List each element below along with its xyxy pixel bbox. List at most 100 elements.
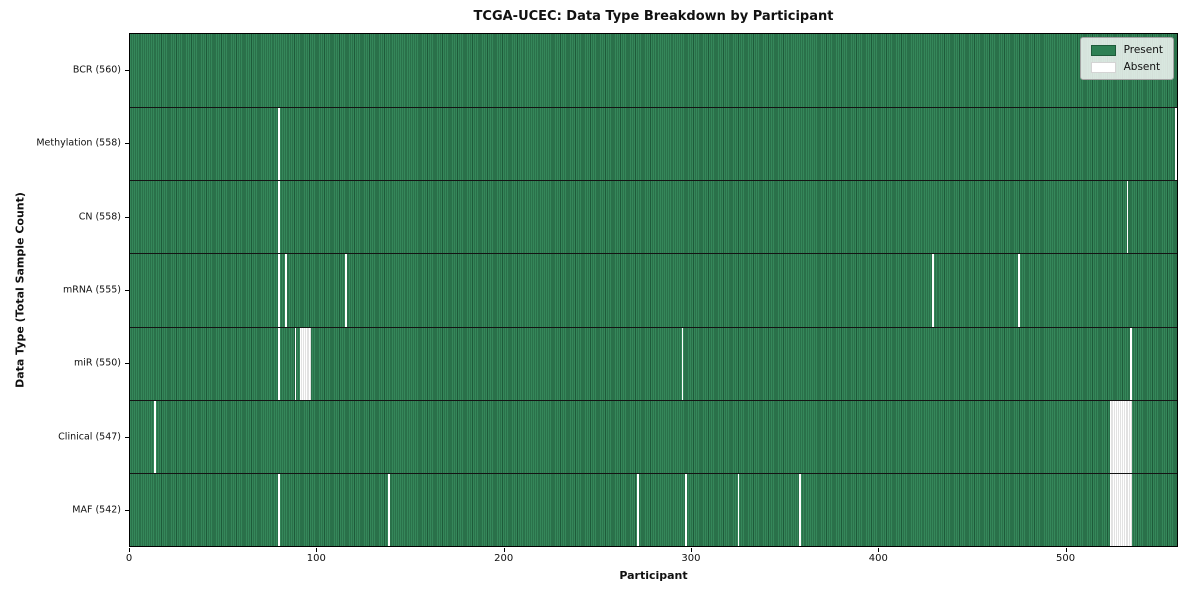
absent-mark bbox=[277, 107, 280, 181]
absent-mark bbox=[285, 253, 288, 327]
legend-entry-absent: Absent bbox=[1090, 61, 1163, 73]
y-tick-mark bbox=[125, 69, 129, 71]
x-tick-mark bbox=[1065, 548, 1067, 552]
absent-mark bbox=[799, 472, 802, 546]
row-miR bbox=[130, 326, 1177, 400]
absent-mark bbox=[1018, 253, 1020, 327]
x-tick-label: 200 bbox=[494, 553, 514, 564]
y-tick-label: miR (550) bbox=[73, 357, 121, 369]
absent-mark bbox=[1126, 472, 1129, 546]
row-mRNA bbox=[130, 253, 1177, 327]
x-tick-mark bbox=[129, 548, 130, 552]
x-tick-label: 400 bbox=[868, 553, 888, 564]
y-tick-label: mRNA (555) bbox=[62, 284, 121, 296]
absent-mark bbox=[294, 326, 297, 400]
absent-mark bbox=[1109, 399, 1112, 473]
row-divider bbox=[130, 107, 1177, 109]
absent-mark bbox=[1117, 472, 1120, 546]
x-tick-mark bbox=[503, 548, 505, 552]
absent-mark bbox=[1111, 399, 1114, 473]
absent-mark bbox=[737, 472, 740, 546]
absent-mark bbox=[1126, 180, 1129, 254]
y-tick-mark bbox=[125, 290, 129, 291]
absent-mark bbox=[1130, 472, 1133, 546]
absent-mark bbox=[1124, 399, 1127, 473]
absent-mark bbox=[388, 472, 390, 546]
absent-mark bbox=[1113, 472, 1116, 546]
absent-mark bbox=[277, 253, 280, 327]
absent-mark bbox=[1109, 472, 1112, 546]
absent-mark bbox=[685, 472, 688, 546]
absent-mark bbox=[1128, 399, 1131, 473]
absent-mark bbox=[1115, 399, 1118, 473]
y-tick-mark bbox=[125, 143, 129, 145]
legend-absent-label: Absent bbox=[1123, 61, 1161, 73]
absent-mark bbox=[302, 326, 304, 400]
absent-mark bbox=[300, 326, 302, 400]
x-tick-label: 500 bbox=[1056, 553, 1076, 564]
absent-mark bbox=[1115, 472, 1118, 546]
absent-mark bbox=[1120, 399, 1123, 473]
absent-mark bbox=[1126, 399, 1129, 473]
row-divider bbox=[130, 399, 1177, 401]
row-divider bbox=[130, 253, 1177, 255]
row-CN bbox=[130, 180, 1177, 254]
plot-area bbox=[129, 33, 1178, 547]
absent-mark bbox=[1113, 399, 1116, 473]
absent-mark bbox=[277, 326, 280, 400]
y-tick-mark bbox=[125, 363, 129, 365]
y-tick-mark bbox=[125, 510, 129, 512]
y-tick-mark bbox=[125, 436, 129, 438]
x-tick-mark bbox=[690, 548, 692, 552]
y-tick-mark bbox=[125, 216, 129, 218]
absent-mark bbox=[1124, 472, 1127, 546]
absent-mark bbox=[1122, 399, 1125, 473]
row-Methylation bbox=[130, 107, 1177, 181]
legend-present-swatch bbox=[1090, 44, 1116, 56]
absent-mark bbox=[309, 326, 312, 400]
chart-title: TCGA-UCEC: Data Type Breakdown by Partic… bbox=[473, 9, 834, 24]
absent-mark bbox=[1122, 472, 1125, 546]
y-axis-title: Data Type (Total Sample Count) bbox=[13, 192, 27, 388]
absent-mark bbox=[277, 472, 280, 546]
row-divider bbox=[130, 472, 1177, 474]
y-tick-label: MAF (542) bbox=[72, 504, 121, 516]
absent-mark bbox=[154, 399, 157, 473]
legend: Present Absent bbox=[1079, 37, 1174, 80]
absent-mark bbox=[305, 326, 308, 400]
x-tick-label: 100 bbox=[306, 553, 326, 564]
row-BCR bbox=[130, 34, 1177, 107]
legend-present-label: Present bbox=[1123, 44, 1163, 56]
absent-mark bbox=[1130, 326, 1133, 400]
absent-mark bbox=[303, 326, 306, 400]
absent-mark bbox=[1130, 399, 1133, 473]
absent-mark bbox=[1111, 472, 1114, 546]
y-tick-label: BCR (560) bbox=[72, 64, 121, 76]
absent-mark bbox=[1128, 472, 1131, 546]
absent-mark bbox=[307, 326, 310, 400]
legend-entry-present: Present bbox=[1090, 44, 1163, 56]
y-tick-label: Clinical (547) bbox=[58, 431, 121, 443]
absent-mark bbox=[345, 253, 347, 327]
y-tick-label: Methylation (558) bbox=[36, 137, 121, 149]
row-divider bbox=[130, 180, 1177, 182]
absent-mark bbox=[1175, 107, 1177, 181]
absent-mark bbox=[636, 472, 639, 546]
x-tick-label: 0 bbox=[125, 553, 133, 564]
absent-mark bbox=[681, 326, 684, 400]
legend-absent-swatch bbox=[1090, 61, 1116, 73]
absent-mark bbox=[1119, 472, 1121, 546]
x-tick-mark bbox=[878, 548, 880, 552]
x-axis-title: Participant bbox=[619, 569, 688, 582]
row-divider bbox=[130, 326, 1177, 328]
x-tick-mark bbox=[316, 548, 318, 552]
absent-mark bbox=[277, 180, 280, 254]
absent-mark bbox=[932, 253, 934, 327]
x-tick-label: 300 bbox=[681, 553, 701, 564]
absent-mark bbox=[1117, 399, 1120, 473]
absent-mark bbox=[1119, 399, 1121, 473]
absent-mark bbox=[1120, 472, 1123, 546]
row-Clinical bbox=[130, 399, 1177, 473]
y-tick-label: CN (558) bbox=[78, 211, 121, 223]
